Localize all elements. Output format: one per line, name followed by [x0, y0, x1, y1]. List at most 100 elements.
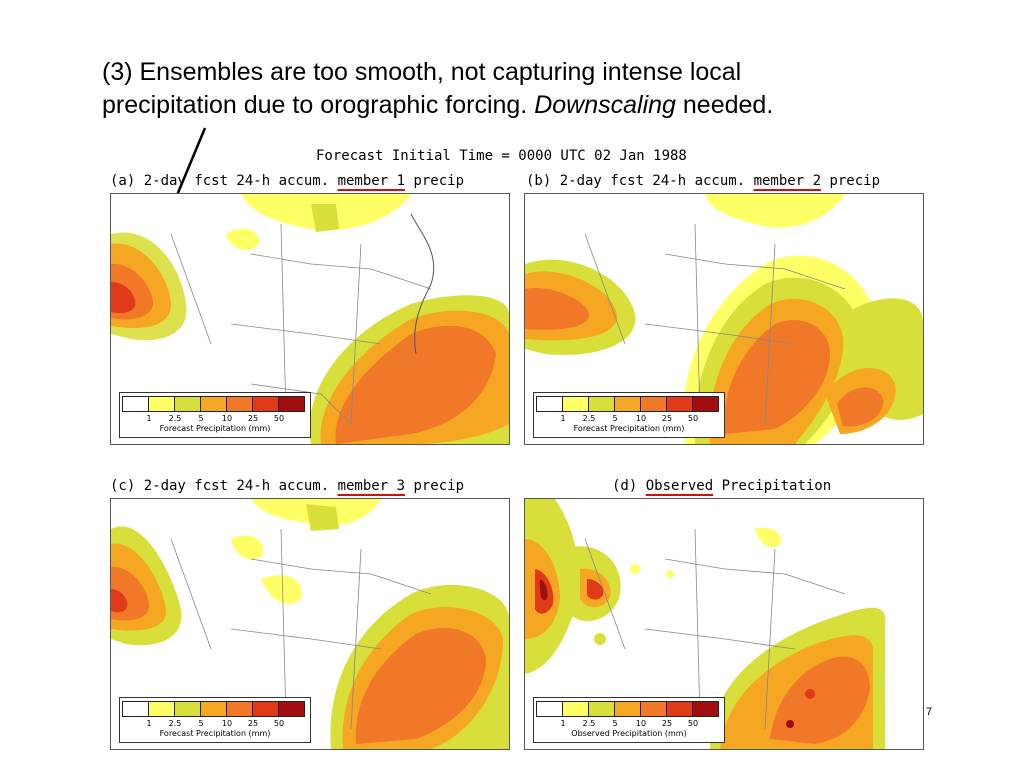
panel-a-member-label: member 1 [337, 173, 406, 189]
legend-tick: 25 [661, 719, 673, 728]
panel-b-title-suffix: precip [821, 173, 881, 189]
panel-d-legend: 1 2.5 5 10 25 50 Observed Precipitation … [533, 697, 725, 743]
slide-heading: (3) Ensembles are too smooth, not captur… [102, 56, 962, 122]
legend-swatch [278, 701, 305, 717]
panel-c-title-suffix: precip [405, 478, 465, 494]
panel-c-precip-map [111, 499, 509, 749]
panel-c-member-label: member 3 [337, 478, 406, 494]
panel-b-title-prefix: (b) 2-day fcst 24-h accum. [526, 173, 754, 189]
panel-a-legend-swatches [122, 396, 305, 412]
legend-swatch [640, 701, 667, 717]
legend-swatch [174, 701, 201, 717]
legend-swatch [226, 701, 253, 717]
panel-a-precip-map [111, 194, 509, 444]
legend-tick: 2.5 [168, 719, 182, 728]
legend-tick: 1 [560, 414, 566, 423]
panel-c-map: 1 2.5 5 10 25 50 Forecast Precipitation … [110, 498, 510, 750]
legend-swatch [278, 396, 305, 412]
legend-tick: 2.5 [582, 719, 596, 728]
legend-swatch [692, 701, 719, 717]
legend-tick: 1 [146, 719, 152, 728]
legend-tick: 1 [560, 719, 566, 728]
heading-line-2: precipitation due to orographic forcing.… [102, 89, 962, 122]
heading-line-1: (3) Ensembles are too smooth, not captur… [102, 58, 742, 86]
legend-tick: 5 [198, 719, 204, 728]
panel-c-legend-ticks: 1 2.5 5 10 25 50 [120, 719, 310, 729]
legend-swatch [562, 701, 589, 717]
panel-b-legend-ticks: 1 2.5 5 10 25 50 [534, 414, 724, 424]
legend-swatch [200, 396, 227, 412]
panel-d-title-prefix: (d) [612, 478, 646, 494]
legend-tick: 10 [635, 414, 647, 423]
panel-b-legend-label: Forecast Precipitation (mm) [573, 424, 685, 433]
panel-d-precip-map [525, 499, 885, 749]
panel-b-legend: 1 2.5 5 10 25 50 Forecast Precipitation … [533, 392, 725, 438]
panel-b-precip-map [525, 194, 923, 444]
legend-swatch [536, 396, 563, 412]
panel-c-title-prefix: (c) 2-day fcst 24-h accum. [110, 478, 338, 494]
legend-tick: 25 [247, 414, 259, 423]
panel-d-map: 1 2.5 5 10 25 50 Observed Precipitation … [524, 498, 924, 750]
panel-a-map: 1 2.5 5 10 25 50 Forecast Precipitation … [110, 193, 510, 445]
panel-a-title-suffix: precip [405, 173, 465, 189]
panel-d-observed-label: Observed [645, 478, 714, 494]
legend-swatch [226, 396, 253, 412]
legend-swatch [692, 396, 719, 412]
panel-b-legend-swatches [536, 396, 719, 412]
legend-tick: 50 [687, 414, 699, 423]
panel-a-legend-ticks: 1 2.5 5 10 25 50 [120, 414, 310, 424]
legend-swatch [200, 701, 227, 717]
legend-swatch [614, 396, 641, 412]
panel-d-legend-label: Observed Precipitation (mm) [571, 729, 687, 738]
legend-tick: 50 [273, 719, 285, 728]
legend-swatch [174, 396, 201, 412]
legend-swatch [588, 396, 615, 412]
legend-swatch [614, 701, 641, 717]
panel-a-title-prefix: (a) 2-day fcst 24-h accum. [110, 173, 338, 189]
legend-tick: 5 [612, 414, 618, 423]
legend-swatch [588, 701, 615, 717]
panel-a-legend-label: Forecast Precipitation (mm) [159, 424, 271, 433]
legend-tick: 2.5 [168, 414, 182, 423]
legend-swatch [252, 701, 279, 717]
legend-swatch [122, 701, 149, 717]
heading-downscaling-term: Downscaling [534, 91, 676, 119]
heading-line-2-suffix: needed. [675, 91, 774, 119]
legend-tick: 1 [146, 414, 152, 423]
legend-tick: 25 [247, 719, 259, 728]
panel-c-title: (c) 2-day fcst 24-h accum. member 3 prec… [110, 478, 464, 494]
legend-tick: 5 [612, 719, 618, 728]
panel-c-legend: 1 2.5 5 10 25 50 Forecast Precipitation … [119, 697, 311, 743]
legend-tick: 25 [661, 414, 673, 423]
panel-a-legend: 1 2.5 5 10 25 50 Forecast Precipitation … [119, 392, 311, 438]
panel-b-title: (b) 2-day fcst 24-h accum. member 2 prec… [526, 173, 880, 189]
legend-tick: 10 [221, 719, 233, 728]
figure-title: Forecast Initial Time = 0000 UTC 02 Jan … [316, 148, 687, 164]
legend-tick: 50 [273, 414, 285, 423]
legend-swatch [666, 396, 693, 412]
legend-swatch [666, 701, 693, 717]
panel-b-map: 1 2.5 5 10 25 50 Forecast Precipitation … [524, 193, 924, 445]
legend-swatch [536, 701, 563, 717]
legend-tick: 2.5 [582, 414, 596, 423]
panel-b-member-label: member 2 [753, 173, 822, 189]
legend-swatch [562, 396, 589, 412]
legend-tick: 10 [221, 414, 233, 423]
panel-d-legend-swatches [536, 701, 719, 717]
legend-swatch [148, 396, 175, 412]
heading-line-2-prefix: precipitation due to orographic forcing. [102, 91, 535, 119]
panel-d-title: (d) Observed Precipitation [612, 478, 831, 494]
panel-d-title-suffix: Precipitation [713, 478, 832, 494]
panel-c-legend-swatches [122, 701, 305, 717]
legend-tick: 5 [198, 414, 204, 423]
panel-a-title: (a) 2-day fcst 24-h accum. member 1 prec… [110, 173, 464, 189]
legend-swatch [252, 396, 279, 412]
legend-tick: 50 [687, 719, 699, 728]
legend-swatch [122, 396, 149, 412]
legend-tick: 10 [635, 719, 647, 728]
legend-swatch [640, 396, 667, 412]
panel-c-legend-label: Forecast Precipitation (mm) [159, 729, 271, 738]
page-number: 7 [926, 706, 933, 718]
panel-d-legend-ticks: 1 2.5 5 10 25 50 [534, 719, 724, 729]
legend-swatch [148, 701, 175, 717]
